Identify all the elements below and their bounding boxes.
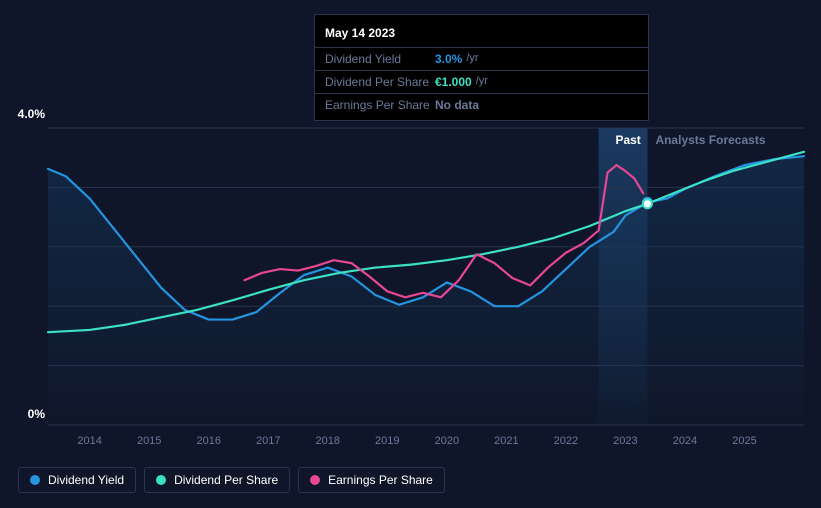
x-axis-tick-label: 2020 <box>435 435 459 447</box>
tooltip-row-label: Earnings Per Share <box>325 98 435 112</box>
tooltip-row: Dividend Yield3.0% /yr <box>315 47 648 70</box>
x-axis-tick-label: 2021 <box>494 435 518 447</box>
chart-legend: Dividend Yield Dividend Per Share Earnings… <box>18 467 445 493</box>
chart-tooltip: May 14 2023 Dividend Yield3.0%/yrDividen… <box>314 14 649 121</box>
x-axis-tick-label: 2023 <box>613 435 637 447</box>
region-label-forecast: Analysts Forecasts <box>655 133 765 147</box>
tooltip-row-value: 3.0% <box>435 52 462 66</box>
legend-dot <box>310 475 320 485</box>
dividend-chart[interactable]: 4.0% 0% 2014 2015 2016 2017 2018 2019 2020 2021… <box>0 100 821 460</box>
legend-item-dividend-per-share[interactable]: Dividend Per Share <box>144 467 290 493</box>
x-axis-tick-label: 2018 <box>316 435 340 447</box>
legend-item-earnings-per-share[interactable]: Earnings Per Share <box>298 467 445 493</box>
x-axis-tick-label: 2016 <box>196 435 220 447</box>
legend-label: Dividend Per Share <box>174 473 278 487</box>
x-axis-tick-label: 2017 <box>256 435 280 447</box>
legend-item-dividend-yield[interactable]: Dividend Yield <box>18 467 136 493</box>
region-label-past: Past <box>615 133 640 147</box>
x-axis-tick-label: 2024 <box>673 435 697 447</box>
x-axis-tick-label: 2025 <box>732 435 756 447</box>
tooltip-row: Earnings Per ShareNo data <box>315 93 648 116</box>
legend-dot <box>30 475 40 485</box>
x-axis-tick-label: 2022 <box>554 435 578 447</box>
legend-label: Dividend Yield <box>48 473 124 487</box>
y-axis-max-label: 4.0% <box>18 107 45 121</box>
legend-label: Earnings Per Share <box>328 473 433 487</box>
tooltip-row-unit: /yr <box>476 75 488 89</box>
y-axis-min-label: 0% <box>28 407 45 421</box>
tooltip-row: Dividend Per Share€1.000/yr <box>315 70 648 93</box>
tooltip-row-label: Dividend Yield <box>325 52 435 66</box>
tooltip-row-unit: /yr <box>466 52 478 66</box>
tooltip-row-value: No data <box>435 98 479 112</box>
x-axis-tick-label: 2019 <box>375 435 399 447</box>
tooltip-row-value: €1.000 <box>435 75 472 89</box>
x-axis-tick-label: 2015 <box>137 435 161 447</box>
legend-dot <box>156 475 166 485</box>
x-axis-tick-label: 2014 <box>77 435 101 447</box>
chart-svg <box>0 100 821 460</box>
tooltip-row-label: Dividend Per Share <box>325 75 435 89</box>
tooltip-date: May 14 2023 <box>315 23 648 47</box>
